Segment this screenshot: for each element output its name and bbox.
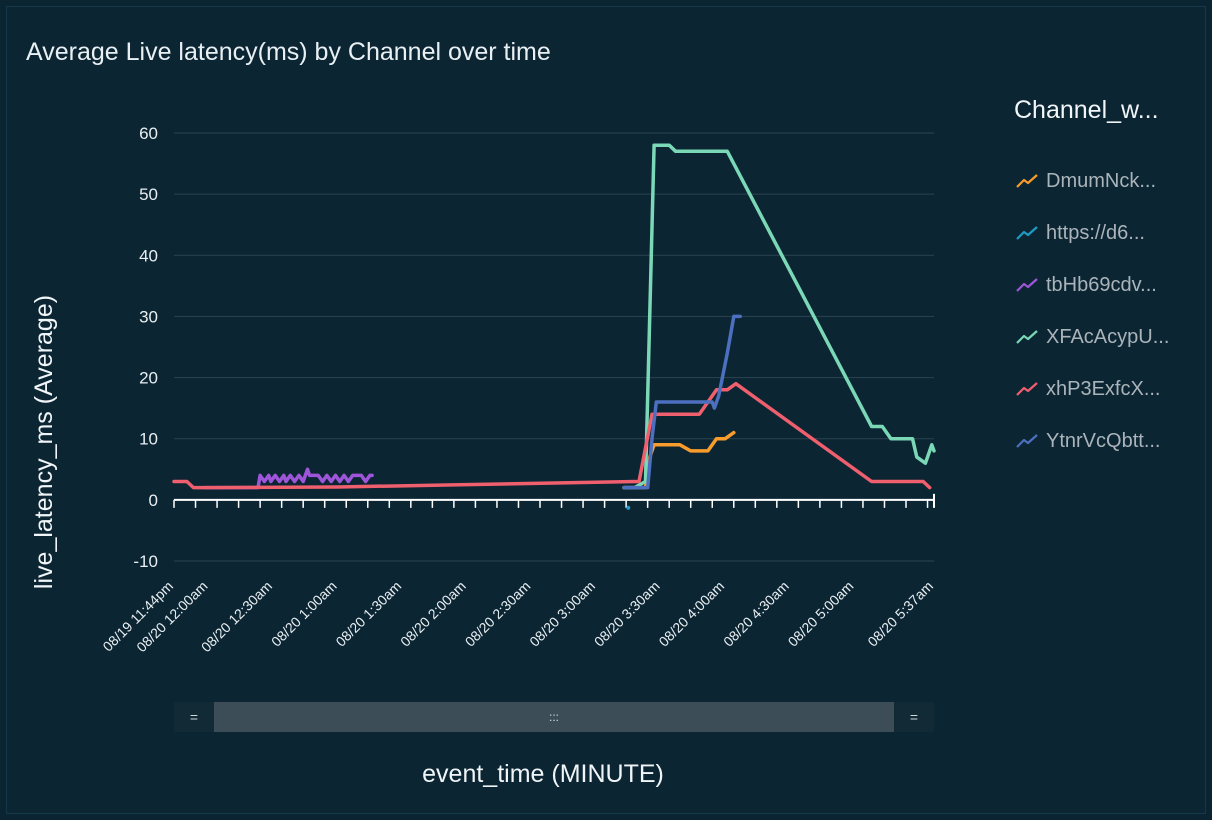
x-tick-label: 08/20 1:00am (268, 578, 340, 650)
y-tick-label: -10 (133, 552, 158, 571)
line-swatch-icon (1016, 330, 1038, 344)
x-tick-label: 08/20 4:00am (655, 578, 727, 650)
x-tick-label: 08/20 3:00am (526, 578, 598, 650)
y-tick-label: 40 (139, 246, 158, 265)
x-tick-label: 08/20 4:30am (720, 578, 792, 650)
x-tick-label: 08/20 2:30am (462, 578, 534, 650)
legend-item[interactable]: DmumNck... (1016, 166, 1156, 196)
y-tick-label: 50 (139, 185, 158, 204)
y-tick-label: 10 (139, 430, 158, 449)
y-tick-label: 60 (139, 124, 158, 143)
y-tick-label: 0 (149, 491, 158, 510)
line-swatch-icon (1016, 278, 1038, 292)
series-1-point (626, 505, 631, 510)
legend-item[interactable]: tbHb69cdv... (1016, 270, 1157, 300)
legend-item-label: DmumNck... (1046, 169, 1156, 192)
series-3-line (622, 143, 936, 490)
legend-item-label: YtnrVcQbtt... (1046, 429, 1161, 452)
legend-item[interactable]: YtnrVcQbtt... (1016, 426, 1160, 456)
x-tick-label: 08/20 5:00am (785, 578, 857, 650)
legend-item[interactable]: xhP3ExfcX... (1016, 374, 1161, 404)
series-4-line (172, 381, 932, 490)
scrollbar-thumb[interactable]: ::: (214, 702, 894, 732)
x-tick-label: 08/20 2:00am (397, 578, 469, 650)
y-tick-label: 30 (139, 307, 158, 326)
x-tick-label: 08/20 1:30am (332, 578, 404, 650)
y-tick-label: 20 (139, 369, 158, 388)
scrollbar-right-handle[interactable]: = (894, 702, 934, 732)
line-swatch-icon (1016, 434, 1038, 448)
chart-panel (6, 6, 1206, 814)
legend-item-label: XFAcAcypU... (1046, 325, 1170, 348)
x-tick-label: 08/20 3:30am (591, 578, 663, 650)
scrollbar-left-handle[interactable]: = (174, 702, 214, 732)
legend-item-label: https://d6... (1046, 221, 1145, 244)
legend-item[interactable]: XFAcAcypU... (1016, 322, 1169, 352)
x-axis-label: event_time (MINUTE) (422, 760, 664, 788)
series-2-line (202, 467, 374, 490)
legend-item-label: tbHb69cdv... (1046, 273, 1157, 296)
legend-title: Channel_w... (1014, 96, 1159, 124)
series-5-line (622, 314, 742, 490)
line-swatch-icon (1016, 382, 1038, 396)
line-swatch-icon (1016, 226, 1038, 240)
chart-title: Average Live latency(ms) by Channel over… (26, 38, 551, 66)
legend-item-label: xhP3ExfcX... (1046, 377, 1161, 400)
time-range-scrollbar[interactable]: = ::: = (174, 702, 934, 732)
x-tick-label: 08/20 5:37am (864, 578, 936, 650)
line-swatch-icon (1016, 174, 1038, 188)
y-axis-label: live_latency_ms (Average) (30, 295, 58, 589)
legend-item[interactable]: https://d6... (1016, 218, 1145, 248)
